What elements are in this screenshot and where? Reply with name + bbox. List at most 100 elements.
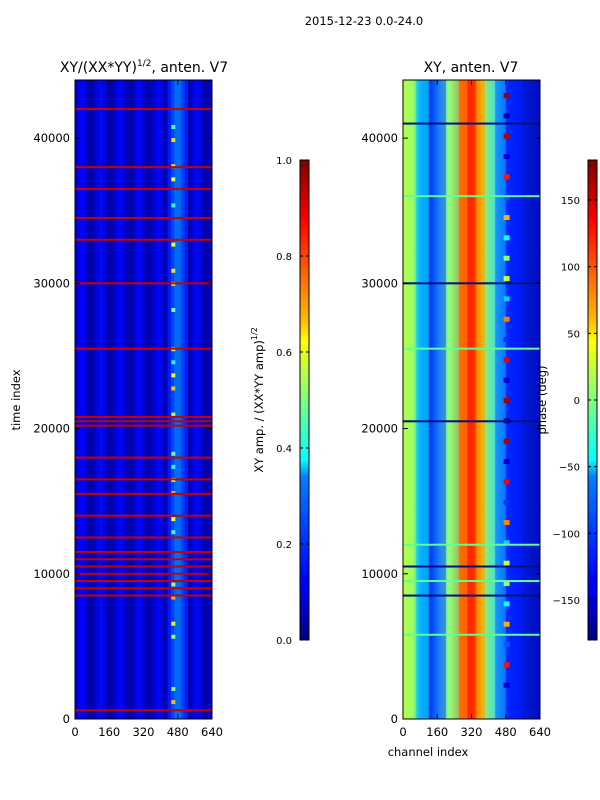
amplitude-colorbar-gradient — [299, 159, 310, 641]
amplitude-flagged-row — [75, 587, 212, 590]
amplitude-bright-spot — [171, 125, 176, 130]
amplitude-flagged-row — [75, 282, 212, 285]
phase-y-tick-label: 20000 — [361, 422, 398, 436]
amplitude-flagged-row — [75, 572, 212, 575]
amplitude-bright-spot — [171, 177, 176, 182]
amplitude-x-tick-label: 480 — [167, 725, 189, 739]
phase-channel-band — [484, 80, 496, 719]
phase-patch — [503, 642, 510, 648]
amplitude-bright-spot — [171, 530, 176, 535]
amplitude-channel-band — [92, 80, 97, 719]
phase-patch — [503, 215, 510, 221]
amplitude-channel-band — [81, 80, 86, 719]
phase-patch — [503, 337, 510, 343]
phase-colorbar-tick-label: 50 — [567, 329, 580, 340]
amplitude-channel-band — [109, 80, 114, 719]
amplitude-channel-band — [105, 80, 110, 719]
amplitude-x-tick-label: 0 — [71, 725, 78, 739]
amplitude-channel-band — [95, 80, 100, 719]
amplitude-y-tick-label: 0 — [63, 712, 70, 726]
amplitude-channel-band — [133, 80, 138, 719]
amplitude-colorbar-tick-label: 0.4 — [276, 444, 292, 455]
amplitude-bright-spot — [171, 203, 176, 208]
amplitude-bright-spot — [171, 700, 176, 705]
phase-patch — [503, 398, 510, 404]
phase-patch — [503, 581, 510, 587]
phase-channel-band — [428, 80, 447, 719]
amplitude-y-axis-label: time index — [9, 369, 23, 430]
phase-flagged-row — [403, 122, 540, 125]
phase-patch — [503, 93, 510, 99]
phase-flagged-row — [403, 633, 540, 636]
phase-colorbar-tick-label: 0 — [574, 396, 580, 407]
phase-patch — [503, 621, 510, 627]
phase-patch — [503, 540, 510, 546]
amplitude-x-tick-label: 320 — [133, 725, 155, 739]
phase-patch — [503, 113, 510, 119]
amplitude-channel-band — [201, 80, 206, 719]
phase-x-axis-label: channel index — [388, 745, 469, 759]
phase-channel-band — [495, 80, 507, 719]
amplitude-channel-band — [136, 80, 141, 719]
phase-colorbar-label: phase (deg) — [535, 365, 549, 434]
amplitude-flagged-row — [75, 514, 212, 517]
amplitude-colorbar: 0.0 0.2 0.4 0.6 0.8 1.0 XY amp. / (XX*YY amp)… — [250, 156, 310, 647]
amplitude-channel-band — [143, 80, 148, 719]
phase-patch — [503, 154, 510, 160]
amplitude-bright-spot — [171, 268, 176, 273]
phase-panel-title: XY, anten. V7 — [424, 60, 519, 76]
amplitude-channel-band — [167, 80, 172, 719]
amplitude-x-tick-label: 640 — [201, 725, 223, 739]
phase-patch — [503, 601, 510, 607]
amplitude-channel-band — [75, 80, 79, 719]
amplitude-channel-band — [85, 80, 90, 719]
amplitude-channel-band — [122, 80, 127, 719]
phase-patch — [503, 499, 510, 505]
amplitude-channel-band — [102, 80, 107, 719]
phase-patch — [503, 235, 510, 241]
amplitude-flagged-row — [75, 216, 212, 219]
amplitude-axis-ticks: 0 160 320 480 640 0 10000 20000 30000 40000 — [33, 80, 223, 739]
phase-axis-ticks: 0 160 320 480 640 0 10000 20000 30000 40000 — [361, 80, 551, 739]
phase-patch — [503, 174, 510, 180]
phase-channel-band — [415, 80, 430, 719]
phase-patch — [503, 682, 510, 688]
amplitude-y-tick-label: 20000 — [33, 422, 70, 436]
phase-patch — [503, 438, 510, 444]
amplitude-flagged-row — [75, 456, 212, 459]
amplitude-bright-spot — [171, 386, 176, 391]
amplitude-channel-band — [181, 80, 186, 719]
amplitude-channel-band — [78, 80, 83, 719]
amplitude-channel-band — [153, 80, 158, 719]
amplitude-flagged-row — [75, 415, 212, 418]
amplitude-flagged-row — [75, 420, 212, 423]
amplitude-flagged-row — [75, 478, 212, 481]
amplitude-channel-band — [98, 80, 103, 719]
amplitude-channel-band — [188, 80, 192, 719]
amplitude-flagged-row — [75, 550, 212, 553]
phase-heatmap-marks — [403, 80, 540, 719]
amplitude-flagged-row — [75, 347, 212, 350]
phase-colorbar-tick-label: 150 — [561, 196, 580, 207]
phase-y-tick-label: 40000 — [361, 131, 398, 145]
phase-flagged-row — [403, 594, 540, 597]
amplitude-channel-band — [146, 80, 151, 719]
amplitude-flagged-row — [75, 108, 212, 111]
amplitude-channel-band — [126, 80, 131, 719]
amplitude-bright-spot — [171, 242, 176, 247]
phase-x-tick-label: 640 — [529, 725, 551, 739]
amplitude-channel-band — [177, 80, 182, 719]
phase-colorbar-ticks: −150 −100 −50 0 50 100 150 — [553, 196, 597, 607]
amplitude-bright-spot — [171, 464, 176, 469]
amplitude-flagged-row — [75, 580, 212, 583]
amplitude-channel-band — [140, 80, 144, 719]
phase-colorbar: −150 −100 −50 0 50 100 150 — [553, 159, 598, 641]
amplitude-bright-spot — [171, 308, 176, 313]
amplitude-channel-band — [191, 80, 196, 719]
phase-patch — [503, 255, 510, 261]
phase-channel-band — [445, 80, 460, 719]
phase-patch — [503, 662, 510, 668]
phase-colorbar-tick-label: −150 — [553, 596, 580, 607]
amplitude-channel-band — [129, 80, 134, 719]
amplitude-flagged-row — [75, 424, 212, 427]
